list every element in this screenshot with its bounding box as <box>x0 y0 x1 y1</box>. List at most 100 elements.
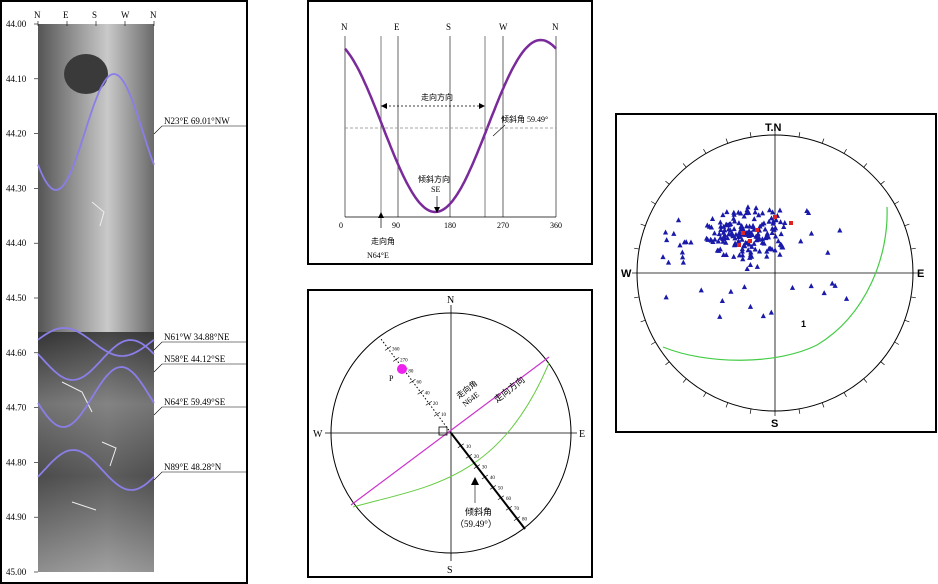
circle-tick <box>725 402 729 408</box>
circle-tick <box>843 392 847 398</box>
compass-tick-2: S <box>92 10 97 20</box>
pole-point <box>731 209 737 215</box>
fracture-leader-1 <box>153 341 246 351</box>
scale-tick-upper <box>433 411 441 417</box>
depth-label: 44.80 <box>6 457 27 467</box>
scale-tick-upper <box>417 390 424 395</box>
circle-tick <box>798 132 801 138</box>
sine-top-label-2: S <box>446 22 451 32</box>
scale-label-upper: 270 <box>400 358 408 363</box>
pole-point <box>726 231 732 237</box>
scale-tick-upper <box>409 379 416 384</box>
depth-label: 44.10 <box>6 74 27 84</box>
dip-angle-value: （59.49°） <box>455 519 497 529</box>
compass-tick-3: W <box>121 10 130 20</box>
pole-point <box>688 239 694 245</box>
pole-point <box>718 223 724 229</box>
pole-point <box>756 212 762 218</box>
scale-tick-lower <box>497 495 505 501</box>
scale-label-upper: 60 <box>417 380 423 385</box>
pole-point <box>679 249 685 255</box>
circle-tick <box>843 148 847 154</box>
pole-point <box>805 210 812 216</box>
scale-tick-upper <box>393 357 400 362</box>
depth-label: 44.90 <box>6 512 27 522</box>
right-angle-marker <box>438 426 448 436</box>
fracture-trace-4 <box>37 449 155 491</box>
depth-label: 44.20 <box>6 129 27 139</box>
scale-label-lower: 60 <box>506 497 512 502</box>
scale-tick-lower <box>505 505 513 511</box>
circle-tick <box>634 296 640 299</box>
fracture-label-1: N61°W 34.88°NE <box>164 332 230 342</box>
fracture-trace-2 <box>37 339 155 381</box>
compass-tick-4: N <box>150 10 157 20</box>
dip-scale-line-lower <box>450 432 526 530</box>
dip-scale-line-upper <box>380 338 452 434</box>
pole-point <box>778 241 784 247</box>
pole-point <box>739 236 745 242</box>
pole-point <box>747 261 754 267</box>
pole-point <box>741 213 747 219</box>
pole-point <box>764 253 770 259</box>
pole-point <box>753 205 759 211</box>
depth-label: 44.40 <box>6 238 27 248</box>
pole-point <box>680 254 686 260</box>
pole-point <box>773 233 779 239</box>
circle-tick <box>650 341 656 345</box>
pole-point <box>724 235 731 241</box>
great-circle-arc <box>352 362 550 508</box>
pole-point <box>741 242 747 248</box>
pole-point <box>740 256 746 262</box>
fracture-trace-0 <box>37 73 155 191</box>
pole-point <box>748 249 754 255</box>
pole-point <box>766 207 773 213</box>
sine-x-tick-0: 0 <box>339 221 343 230</box>
strike-angle-arrowhead <box>378 212 384 218</box>
pole-point <box>736 230 742 236</box>
pole-point <box>680 259 686 265</box>
pole-point <box>751 216 757 222</box>
pole-point <box>825 249 831 255</box>
scale-label-lower: 50 <box>498 486 504 491</box>
circle-tick <box>682 163 687 168</box>
pole-point <box>720 229 727 235</box>
scale-label-upper: 20 <box>433 402 439 407</box>
pole-point <box>843 295 850 301</box>
dip-direction-label: 倾斜方向 <box>418 174 450 184</box>
pole-point <box>728 288 734 294</box>
circle-tick <box>682 378 687 383</box>
pole-point <box>712 236 718 242</box>
pole-point <box>777 207 783 213</box>
sine-curve <box>344 38 557 214</box>
pole-point <box>397 364 407 374</box>
pole-point <box>832 282 838 288</box>
highlight-point <box>755 228 759 232</box>
scale-label-upper: 40 <box>425 391 431 396</box>
fracture-label-3: N64°E 59.49°SE <box>164 397 226 407</box>
scale-label-lower: 40 <box>490 476 496 481</box>
scale-label-lower: 80 <box>522 518 528 523</box>
pole-point <box>720 212 726 218</box>
pole-plot-panel: T.N S W E 1 <box>615 113 937 433</box>
circle-tick <box>904 319 910 323</box>
pole-point <box>762 226 768 232</box>
circle-tick <box>749 408 752 414</box>
pole-point <box>772 225 779 231</box>
scale-tick-lower <box>513 516 521 521</box>
pole-point <box>738 210 744 216</box>
circle-tick <box>703 148 707 154</box>
cardinal-s: S <box>771 418 778 430</box>
pole-point <box>741 284 748 290</box>
pole-point <box>665 259 672 265</box>
rock-zone <box>38 332 154 572</box>
scale-label-lower: 30 <box>482 466 488 471</box>
pole-point <box>715 238 721 244</box>
pole-point <box>749 243 755 249</box>
pole-point <box>731 253 737 259</box>
pole-point <box>752 246 758 252</box>
pole-point <box>681 239 688 245</box>
highlight-point <box>737 243 741 247</box>
cardinal-n: N <box>447 295 454 306</box>
pole-point <box>772 247 778 253</box>
